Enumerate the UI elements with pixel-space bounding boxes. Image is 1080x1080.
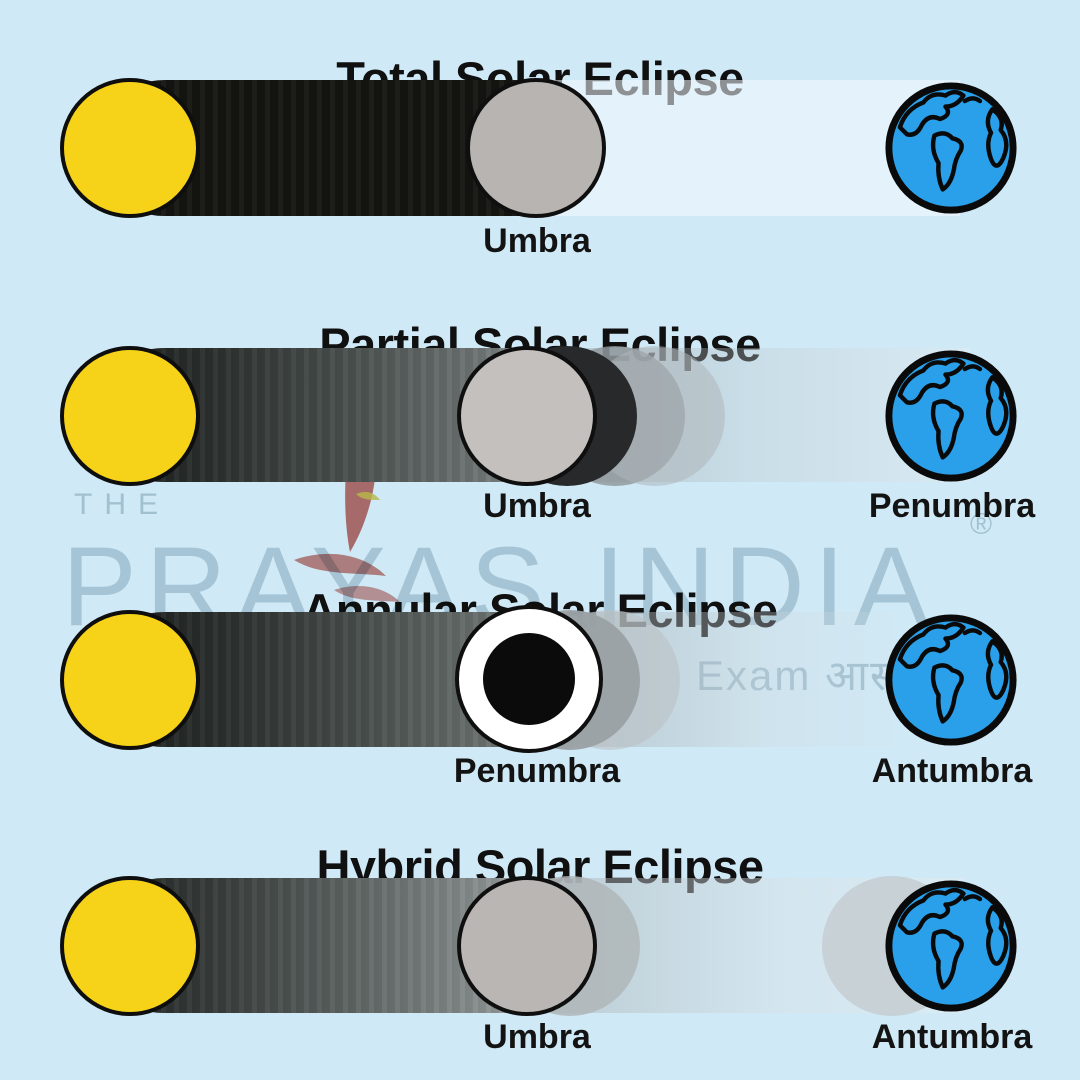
earth-icon bbox=[885, 880, 1017, 1012]
diagram-strip: Umbra Penumbra bbox=[0, 346, 1080, 525]
diagram-strip: Umbra bbox=[0, 78, 1080, 260]
earth-icon bbox=[885, 82, 1017, 214]
sun-icon bbox=[60, 346, 200, 486]
earth-shadow-label: Antumbra bbox=[871, 1018, 1033, 1056]
moon-shadow-label: Umbra bbox=[483, 1018, 591, 1056]
diagram-strip: Umbra Antumbra bbox=[0, 876, 1080, 1056]
earth-icon bbox=[885, 350, 1017, 482]
moon-icon bbox=[457, 346, 597, 486]
moon-icon bbox=[457, 876, 597, 1016]
sun-icon bbox=[60, 78, 200, 218]
moon-shadow-label: Umbra bbox=[483, 487, 591, 525]
watermark-the: THE bbox=[74, 488, 170, 521]
earth-icon bbox=[885, 614, 1017, 746]
earth-shadow-label: Antumbra bbox=[871, 752, 1033, 790]
earth-shadow-label: Penumbra bbox=[868, 487, 1036, 525]
moon-shadow-label: Umbra bbox=[483, 222, 591, 260]
annular-moon-disc bbox=[483, 633, 575, 725]
annular-ring-icon bbox=[455, 605, 603, 753]
sun-icon bbox=[60, 876, 200, 1016]
moon-shadow-label: Penumbra bbox=[453, 752, 621, 790]
moon-icon bbox=[466, 78, 606, 218]
diagram-strip: Penumbra Antumbra bbox=[0, 605, 1080, 790]
sun-icon bbox=[60, 610, 200, 750]
